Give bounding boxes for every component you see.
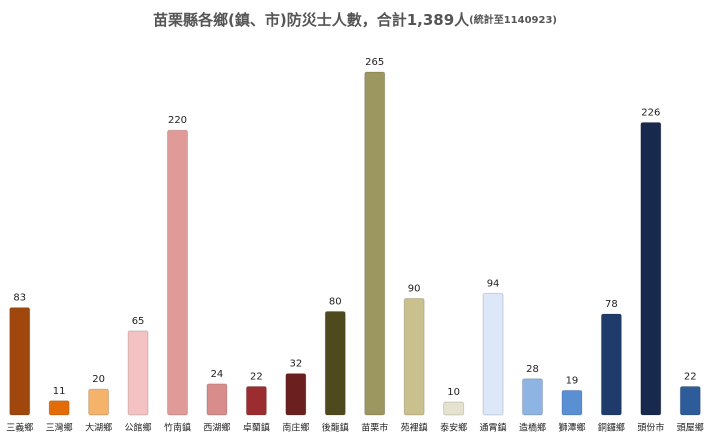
value-label: 32 — [289, 359, 302, 370]
value-label: 226 — [641, 107, 660, 118]
bar — [561, 389, 583, 416]
bar — [482, 292, 504, 416]
bar — [206, 383, 228, 416]
x-tick-label: 後龍鎮 — [322, 422, 349, 434]
value-label: 80 — [329, 296, 342, 307]
bar — [640, 121, 662, 416]
bar — [679, 386, 701, 416]
bar — [167, 129, 188, 416]
value-label: 22 — [250, 372, 263, 383]
value-label: 11 — [53, 386, 66, 397]
value-label: 83 — [13, 293, 26, 304]
bar — [245, 386, 267, 416]
x-tick-label: 大湖鄉 — [85, 422, 112, 434]
x-tick-label: 頭份市 — [637, 422, 664, 434]
value-label: 10 — [447, 387, 460, 398]
bar — [403, 298, 425, 416]
bar — [88, 388, 110, 416]
bar — [364, 71, 386, 416]
x-tick-label: 獅潭鄉 — [558, 422, 585, 434]
bar — [48, 400, 70, 416]
value-label: 265 — [365, 57, 384, 68]
value-label: 20 — [92, 374, 105, 385]
value-label: 22 — [684, 372, 697, 383]
value-label: 78 — [605, 299, 618, 310]
x-tick-label: 苗栗市 — [361, 422, 388, 434]
chart-title: 苗栗縣各鄉(鎮、市)防災士人數，合計1,389人(統計至1140923) — [153, 11, 557, 29]
bar — [522, 378, 543, 416]
value-label: 220 — [168, 115, 187, 126]
x-tick-label: 三義鄉 — [6, 422, 33, 434]
value-label: 28 — [526, 364, 539, 375]
bar — [285, 373, 307, 416]
bar — [9, 307, 31, 416]
x-tick-label: 苑裡鎮 — [401, 422, 428, 434]
x-tick-label: 造橋鄉 — [519, 422, 546, 434]
value-label: 94 — [487, 278, 500, 289]
value-label: 19 — [566, 375, 579, 386]
chart-subtitle: (統計至1140923) — [469, 13, 557, 26]
x-tick-label: 銅鑼鄉 — [598, 422, 625, 434]
x-tick-label: 頭屋鄉 — [677, 422, 704, 434]
x-tick-label: 泰安鄉 — [440, 422, 467, 434]
x-tick-label: 竹南鎮 — [164, 422, 191, 434]
x-tick-label: 南庄鄉 — [282, 422, 309, 434]
bar — [600, 313, 622, 416]
value-label: 90 — [408, 284, 421, 295]
x-tick-label: 通霄鎮 — [480, 422, 507, 434]
x-tick-label: 卓蘭鎮 — [243, 422, 270, 434]
bar — [324, 310, 346, 416]
title-main: 苗栗縣各鄉(鎮、市)防災士人數，合計1,389人 — [153, 11, 470, 29]
x-tick-label: 三灣鄉 — [46, 422, 73, 434]
bar — [127, 330, 149, 416]
value-label: 65 — [132, 316, 145, 327]
value-label: 24 — [211, 369, 224, 380]
bar — [443, 401, 465, 416]
x-tick-label: 公館鄉 — [125, 422, 152, 434]
x-tick-label: 西湖鄉 — [203, 422, 230, 434]
